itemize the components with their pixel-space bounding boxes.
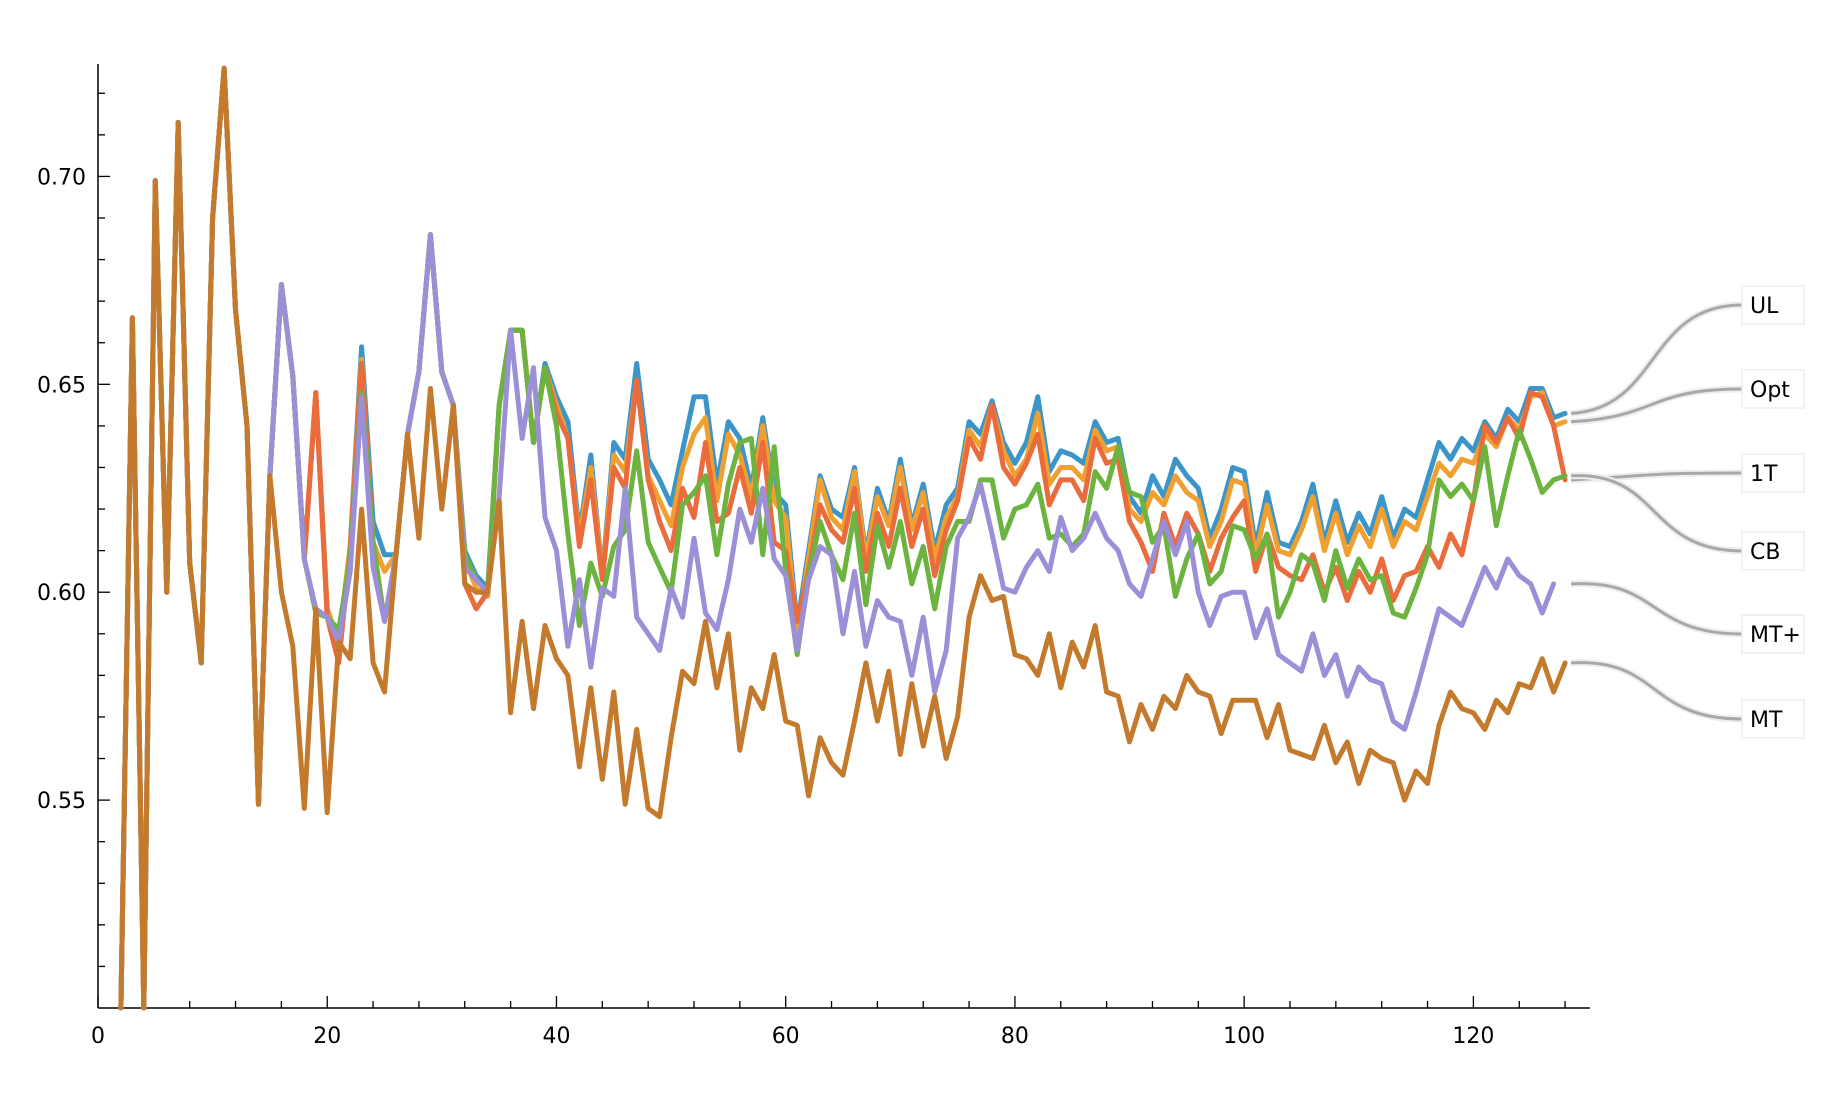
label-box [1741, 453, 1805, 493]
leader-line [1570, 303, 1743, 415]
series-label-mt: MT [1750, 708, 1783, 733]
leader-halo [1570, 301, 1743, 417]
y-tick-label: 0.60 [37, 581, 86, 606]
y-tick-label: 0.55 [37, 789, 86, 814]
x-ticks: 0 20 40 60 80 100 120 [91, 996, 1566, 1049]
x-tick-label: 60 [772, 1024, 800, 1049]
leader-line [1570, 387, 1743, 424]
legend: UL Opt 1T CB MT+ MT [1570, 285, 1805, 739]
series-label-cb: CB [1750, 540, 1780, 565]
series-line-mt-plus [118, 65, 1557, 1011]
leader-line [1570, 474, 1743, 553]
label-box [1741, 699, 1805, 739]
series-label-ul: UL [1750, 294, 1779, 319]
leader-line [1570, 582, 1743, 636]
x-tick-label: 120 [1452, 1024, 1494, 1049]
x-tick-label: 100 [1223, 1024, 1265, 1049]
series-layer [118, 65, 1568, 1011]
series-line-cb [118, 65, 1568, 1011]
label-box [1741, 531, 1805, 571]
label-box [1741, 369, 1805, 409]
x-tick-label: 0 [91, 1024, 105, 1049]
y-tick-label: 0.70 [37, 165, 86, 190]
label-box [1741, 614, 1805, 654]
axes: 0 20 40 60 80 100 120 0.55 0.60 0.65 0.70 [37, 64, 1590, 1049]
y-tick-label: 0.65 [37, 373, 86, 398]
x-tick-label: 80 [1001, 1024, 1029, 1049]
series-label-1t: 1T [1750, 462, 1778, 487]
series-line-mt [118, 65, 1568, 1011]
series-line-opt [118, 65, 1568, 1011]
x-tick-label: 40 [542, 1024, 570, 1049]
series-label-mt-plus: MT+ [1750, 623, 1801, 648]
label-box [1741, 285, 1805, 325]
series-label-opt: Opt [1750, 378, 1790, 403]
x-tick-label: 20 [313, 1024, 341, 1049]
y-ticks: 0.55 0.60 0.65 0.70 [37, 92, 110, 968]
leader-line [1570, 661, 1743, 721]
